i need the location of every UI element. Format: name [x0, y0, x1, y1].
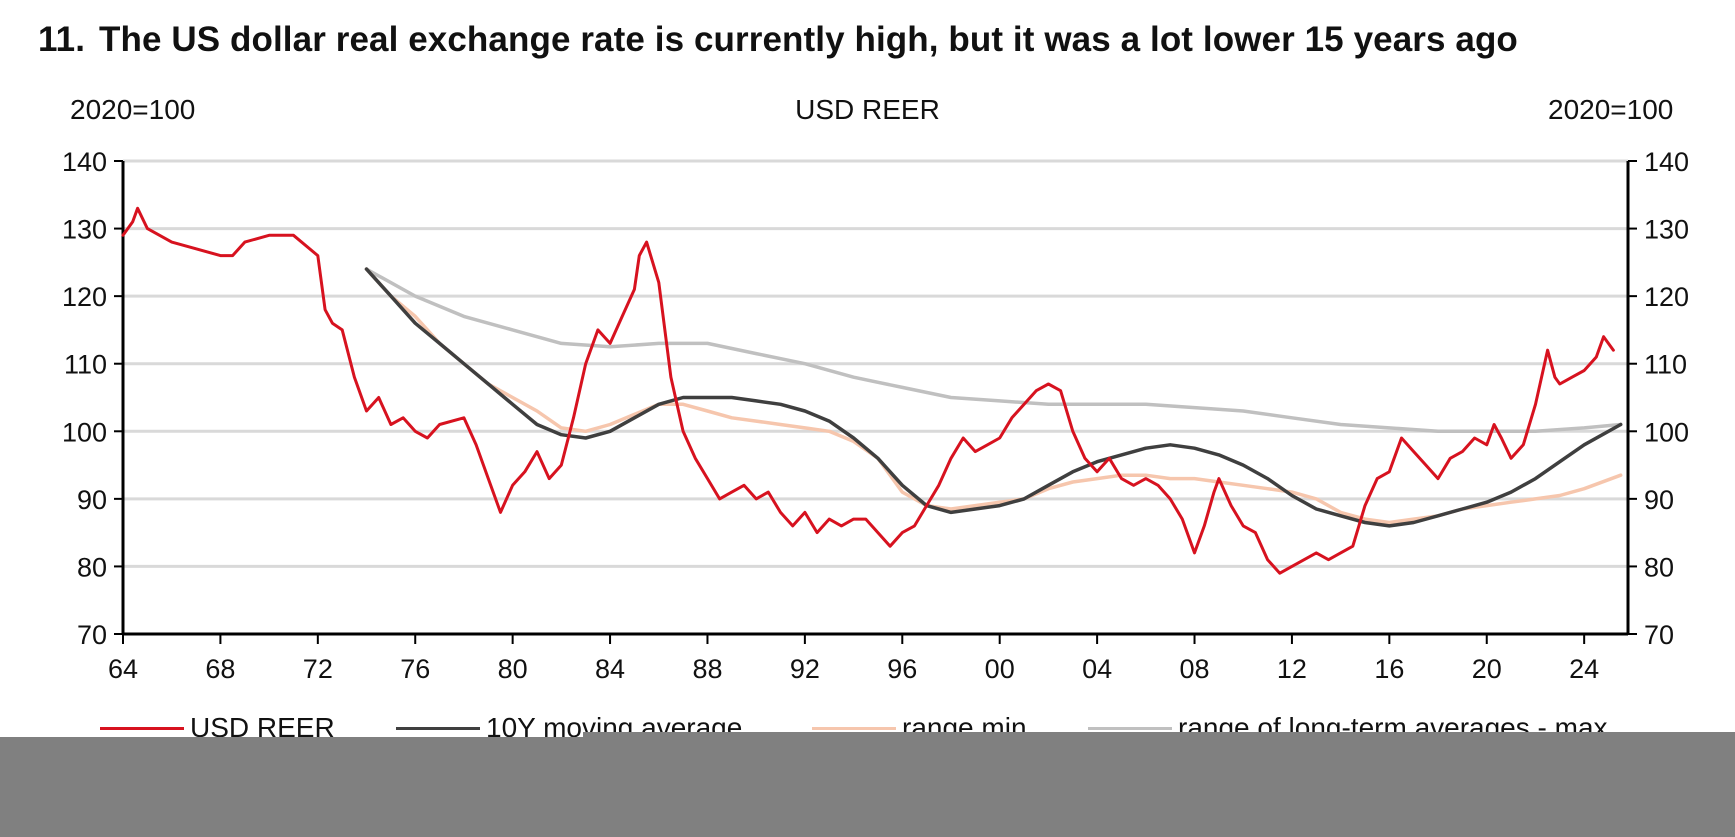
series-line-range-of-long-term-averages-max	[364, 267, 1623, 434]
x-tick-label-64: 64	[108, 654, 138, 684]
x-tick-label-88: 88	[692, 654, 722, 684]
chart-title: 11. The US dollar real exchange rate is c…	[38, 20, 1518, 60]
x-tick-label-12: 12	[1277, 654, 1307, 684]
x-tick-label-20: 20	[1472, 654, 1502, 684]
y-tick-label-right-80: 80	[1644, 552, 1674, 582]
x-tick-label-04: 04	[1082, 654, 1112, 684]
y-tick-label-right-100: 100	[1644, 417, 1689, 447]
overlay-bar-notch	[583, 732, 1735, 738]
chart-plot: 70 70 80 80 90 90 100 100 110 110 120 120 130 130 140 1…	[62, 147, 1689, 684]
y-tick-label-left-70: 70	[77, 620, 107, 650]
x-tick-label-92: 92	[790, 654, 820, 684]
gray-overlay-bar	[0, 737, 1735, 837]
x-tick-label-80: 80	[498, 654, 528, 684]
right-axis-unit: 2020=100	[1548, 94, 1674, 125]
y-tick-label-left-110: 110	[64, 350, 107, 380]
y-tick-label-right-110: 110	[1644, 350, 1687, 380]
x-tick-label-68: 68	[205, 654, 235, 684]
y-tick-label-left-140: 140	[62, 147, 107, 177]
x-tick-label-96: 96	[887, 654, 917, 684]
x-tick-label-84: 84	[595, 654, 625, 684]
legend-swatch-range-min	[812, 726, 896, 730]
x-tick-label-16: 16	[1374, 654, 1404, 684]
y-tick-label-right-120: 120	[1644, 282, 1689, 312]
legend-swatch-moving-average	[396, 726, 480, 730]
series-line-10y-moving-average	[364, 267, 1623, 528]
y-tick-label-right-90: 90	[1644, 485, 1674, 515]
x-tick-label-76: 76	[400, 654, 430, 684]
x-tick-label-24: 24	[1569, 654, 1599, 684]
chart-number: 11.	[38, 20, 86, 59]
y-tick-label-left-130: 130	[62, 215, 107, 245]
y-tick-label-left-100: 100	[62, 417, 107, 447]
y-tick-label-right-130: 130	[1644, 215, 1689, 245]
series-line-usd-reer	[121, 206, 1615, 575]
chart-subtitle: USD REER	[795, 94, 940, 125]
x-tick-label-00: 00	[985, 654, 1015, 684]
y-tick-label-left-90: 90	[77, 485, 107, 515]
left-axis-unit: 2020=100	[70, 94, 196, 125]
legend-swatch-range-max	[1088, 726, 1172, 730]
x-tick-label-08: 08	[1179, 654, 1209, 684]
chart-title-text: The US dollar real exchange rate is curr…	[99, 20, 1518, 59]
y-tick-label-left-120: 120	[62, 282, 107, 312]
legend-swatch-usd-reer	[100, 726, 184, 730]
x-tick-label-72: 72	[303, 654, 333, 684]
series-line-range-min	[364, 267, 1623, 525]
y-tick-label-right-140: 140	[1644, 147, 1689, 177]
y-tick-label-left-80: 80	[77, 552, 107, 582]
y-tick-label-right-70: 70	[1644, 620, 1674, 650]
